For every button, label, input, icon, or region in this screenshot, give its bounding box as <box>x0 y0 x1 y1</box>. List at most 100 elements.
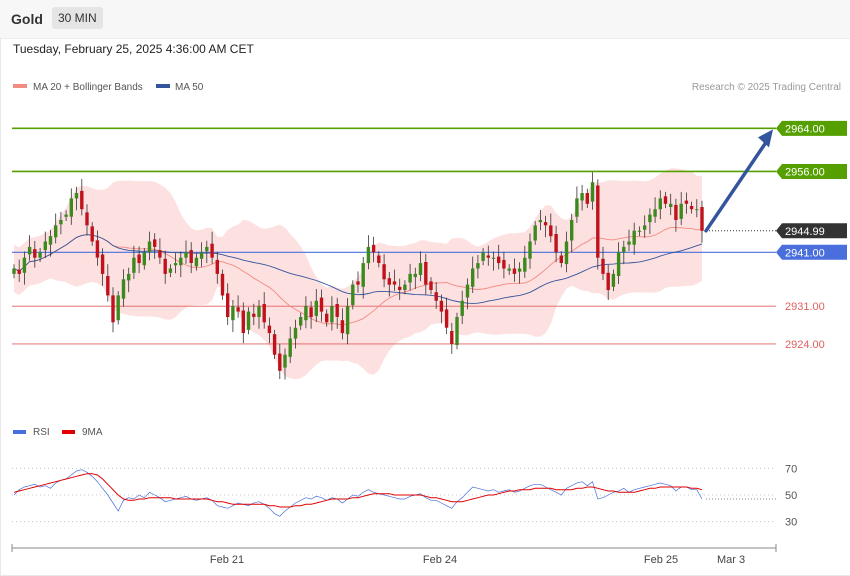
candle-body <box>106 276 110 296</box>
candle-body <box>38 252 42 258</box>
candle-body <box>215 259 219 274</box>
candle-body <box>637 230 642 232</box>
level-lines: 2964.00 2956.00 2944.99 2941.00 2931.00 2924.… <box>12 120 847 351</box>
candle-body <box>570 220 574 241</box>
timeframe-button[interactable]: 30 MIN <box>52 7 103 29</box>
candle-body <box>330 306 334 323</box>
candle-body <box>382 264 386 280</box>
candle-body <box>299 317 303 326</box>
candle-body <box>658 198 662 210</box>
candle-body <box>392 281 397 285</box>
candle-body <box>528 241 532 259</box>
candle-body <box>643 225 647 230</box>
candle-body <box>653 209 657 217</box>
candle-body <box>700 207 704 231</box>
candle-body <box>309 307 313 317</box>
candle-body <box>351 284 355 306</box>
level-label-2931.00: 2931.00 <box>785 301 825 313</box>
candle-body <box>121 279 126 299</box>
candle-body <box>377 255 381 263</box>
candle-body <box>231 306 235 321</box>
candle-body <box>543 222 548 226</box>
x-tick-feb-21: Feb 21 <box>210 554 244 566</box>
candle-body <box>439 300 444 312</box>
chart-datetime: Tuesday, February 25, 2025 4:36:00 AM CE… <box>13 42 254 56</box>
candle-body <box>481 252 485 261</box>
rsi-ma-legend-label: 9MA <box>82 427 103 438</box>
candle-body <box>100 254 105 274</box>
candle-body <box>283 354 287 368</box>
candle-body <box>695 209 699 211</box>
candle-body <box>314 300 318 316</box>
candle-body <box>64 214 68 217</box>
candle-body <box>361 263 365 287</box>
candle-body <box>476 263 480 269</box>
rsi-tick-70: 70 <box>785 463 797 475</box>
candle-body <box>27 246 32 255</box>
candle-body <box>580 193 584 201</box>
candle-body <box>257 306 261 317</box>
candle-body <box>153 239 157 247</box>
candle-body <box>184 252 188 258</box>
forecast-arrow-head <box>758 129 773 148</box>
candle-body <box>95 240 100 258</box>
candle-body <box>43 241 47 251</box>
candle-body <box>74 193 79 199</box>
rsi-ma-legend-swatch <box>62 430 75 434</box>
x-tick-feb-24: Feb 24 <box>423 554 457 566</box>
candle-body <box>366 246 371 264</box>
forecast-arrow-shaft <box>704 140 768 233</box>
candle-body <box>523 257 527 272</box>
candle-body <box>679 203 683 219</box>
candle-body <box>210 243 214 258</box>
candle-body <box>387 278 391 285</box>
candle-body <box>684 200 689 204</box>
candle-body <box>429 281 433 290</box>
candle-body <box>418 263 423 275</box>
rsi-legend-label: RSI <box>33 427 50 438</box>
candle-body <box>434 292 438 301</box>
ma50-line <box>13 234 703 304</box>
candle-body <box>116 295 120 321</box>
candle-body <box>194 257 199 267</box>
candle-body <box>559 255 563 263</box>
candle-body <box>564 241 569 265</box>
candle-body <box>220 273 225 296</box>
candle-body <box>491 257 496 259</box>
level-tag-2944.99 <box>776 223 847 239</box>
rsi-tick-30: 30 <box>785 517 797 529</box>
candle-body <box>345 306 350 335</box>
candle-body <box>85 212 89 226</box>
candles <box>12 172 704 380</box>
candle-body <box>54 225 58 238</box>
candle-body <box>168 268 173 273</box>
legend: MA 20 + Bollinger Bands MA 50 Research ©… <box>13 82 841 93</box>
candle-body <box>627 241 631 245</box>
candle-body <box>444 309 449 328</box>
candle-body <box>533 225 537 241</box>
x-tick-mar-3: Mar 3 <box>717 554 745 566</box>
candle-body <box>398 286 402 290</box>
candle-body <box>262 304 266 323</box>
level-label-2924.00: 2924.00 <box>785 339 825 351</box>
moving-averages <box>13 227 703 326</box>
bollinger-bands <box>14 168 702 380</box>
candle-body <box>293 327 298 339</box>
candle-body <box>205 246 209 252</box>
level-label-2956.00: 2956.00 <box>785 166 825 178</box>
ma20-legend-label: MA 20 + Bollinger Bands <box>33 82 143 93</box>
candle-body <box>356 281 360 285</box>
candle-body <box>80 190 84 210</box>
candle-body <box>304 306 308 321</box>
rsi-panel: RSI 9MA 70 50 30 <box>12 427 797 529</box>
candle-body <box>471 268 475 287</box>
candle-body <box>663 196 668 204</box>
candle-body <box>179 257 183 266</box>
candle-body <box>147 241 152 253</box>
candle-body <box>590 182 595 202</box>
candle-body <box>246 311 251 330</box>
candle-body <box>413 273 417 278</box>
header-bar: Gold 30 MIN <box>0 0 850 39</box>
candle-body <box>226 293 230 317</box>
